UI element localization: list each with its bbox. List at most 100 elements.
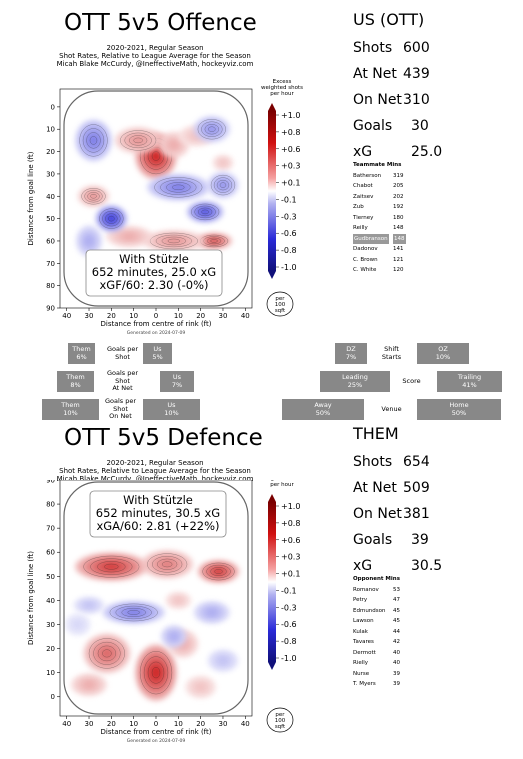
heat-blob: [84, 681, 94, 688]
mate-mins: 148: [393, 233, 406, 244]
stat-row: xG 30.5: [353, 553, 473, 579]
y-tick-label: 20: [46, 645, 55, 653]
heat-contour: [210, 567, 227, 576]
stat-label: On Net: [353, 506, 402, 522]
heat-contour: [214, 569, 223, 574]
subtitle-line: 2020-2021, Regular Season: [106, 44, 204, 52]
mate-mins: 121: [393, 256, 404, 263]
us-bar: Us 5%: [143, 343, 172, 364]
stat-value: 439: [403, 66, 430, 82]
mate-name: Rielly: [353, 660, 369, 666]
unit-badge-text: sqft: [275, 308, 286, 314]
mate-row: Rielly 40: [353, 658, 443, 669]
x-tick-label: 30: [85, 312, 94, 320]
summary-label: Goals per Shot: [106, 345, 139, 361]
heat-contour: [155, 234, 192, 248]
mate-name: Edmundson: [353, 607, 386, 614]
mate-row: Lawson 45: [353, 616, 443, 627]
subtitle-line: Shot Rates, Relative to League Average f…: [59, 52, 251, 60]
subtitle-line: Micah Blake McCurdy, @IneffectiveMath, h…: [56, 60, 254, 68]
heat-blob: [170, 633, 178, 640]
mate-name: Chabot: [353, 183, 373, 189]
stat-label: Goals: [353, 532, 393, 548]
heat-blob: [107, 215, 116, 222]
heat-contour: [79, 124, 108, 157]
stat-row: Shots 600: [353, 35, 473, 61]
heat-blob: [132, 137, 144, 144]
heat-contour: [197, 207, 213, 217]
unit-badge-text: 100: [275, 718, 286, 724]
mate-mins: 47: [393, 597, 400, 603]
mate-name: T. Myers: [353, 681, 376, 687]
heat-contour: [166, 182, 191, 193]
heat-contour: [102, 649, 112, 658]
defence-heatmap: 40 30 20 10 0 10 20 30 400102030405060708090Dist…: [27, 480, 303, 744]
heat-contour: [201, 209, 209, 215]
heat-contour: [160, 179, 197, 195]
heat-contour: [99, 208, 124, 229]
mate-row: Reilly 148: [353, 223, 443, 234]
stat-row: At Net 509: [353, 475, 473, 501]
colorbar-tick-label: +0.1: [281, 570, 300, 579]
y-tick-label: 20: [46, 148, 55, 156]
subtitle-line: Micah Blake McCurdy, @IneffectiveMath, h…: [56, 475, 254, 483]
stat-value: 654: [403, 454, 430, 470]
heat-contour: [109, 603, 158, 622]
y-tick-label: 30: [46, 170, 55, 178]
offence-heatmap: 40 30 20 10 0 10 20 30 400102030405060708090Dist…: [27, 79, 303, 336]
heat-blob: [102, 563, 121, 571]
stat-label: Goals: [353, 118, 393, 134]
colorbar-tick-label: -1.0: [281, 263, 297, 272]
stat-value: 30: [411, 118, 429, 134]
heat-contour: [108, 215, 115, 222]
mate-name: Tierney: [353, 214, 374, 221]
y-tick-label: 0: [51, 693, 55, 701]
y-tick-label: 50: [46, 215, 55, 223]
opponent-table: Opponent Mins Romanov 53 Petry 47 Edmundson 4…: [353, 574, 443, 690]
mate-name: Zub: [353, 204, 364, 210]
colorbar-tick-label: +0.3: [281, 162, 300, 171]
colorbar-tick-label: -0.3: [281, 212, 297, 221]
opponent-header: Opponent Mins: [353, 574, 443, 585]
heat-contour: [90, 558, 133, 575]
us-bar: Us 7%: [160, 371, 194, 392]
heat-contour: [129, 135, 148, 146]
heat-blob: [150, 150, 162, 162]
y-tick-label: 10: [46, 126, 55, 134]
stat-value: 600: [403, 40, 430, 56]
heat-blob: [220, 160, 226, 165]
context-bar-right: OZ 10%: [417, 343, 469, 364]
them-bar: Them 8%: [57, 371, 94, 392]
y-tick-label: 10: [46, 669, 55, 677]
mate-mins: 205: [393, 183, 404, 189]
unit-badge: [266, 291, 294, 317]
colorbar-title: Excess: [273, 79, 292, 85]
colorbar-tick-label: -0.1: [281, 586, 297, 595]
x-tick-label: 20: [196, 312, 205, 320]
heat-contour: [154, 177, 203, 198]
stat-row: On Net 381: [353, 501, 473, 527]
heat-contour: [201, 121, 223, 137]
summary-label: Goals per Shot At Net: [106, 369, 139, 393]
y-tick-label: 70: [46, 260, 55, 268]
rink-outline: [63, 481, 249, 715]
mate-row: Nurse 39: [353, 669, 443, 680]
heat-contour: [204, 124, 219, 135]
heat-contour: [87, 192, 100, 201]
unit-badge-text: per: [275, 712, 285, 718]
heat-contour: [86, 132, 101, 149]
y-tick-label: 80: [46, 501, 55, 509]
stat-row: Shots 654: [353, 449, 473, 475]
heat-contour: [139, 651, 173, 695]
annotation-line: With Stützle: [123, 493, 193, 507]
mate-mins: 44: [393, 628, 400, 635]
x-tick-label: 20: [107, 720, 116, 728]
stat-label: At Net: [353, 66, 397, 82]
mate-mins: 319: [393, 172, 404, 179]
stat-row: Goals 39: [353, 527, 473, 553]
stat-value: 310: [403, 92, 430, 108]
unit-badge-text: sqft: [275, 724, 286, 730]
heat-contour: [202, 562, 235, 581]
colorbar-title: per hour: [270, 91, 294, 97]
unit-badge-text: 100: [275, 302, 286, 308]
